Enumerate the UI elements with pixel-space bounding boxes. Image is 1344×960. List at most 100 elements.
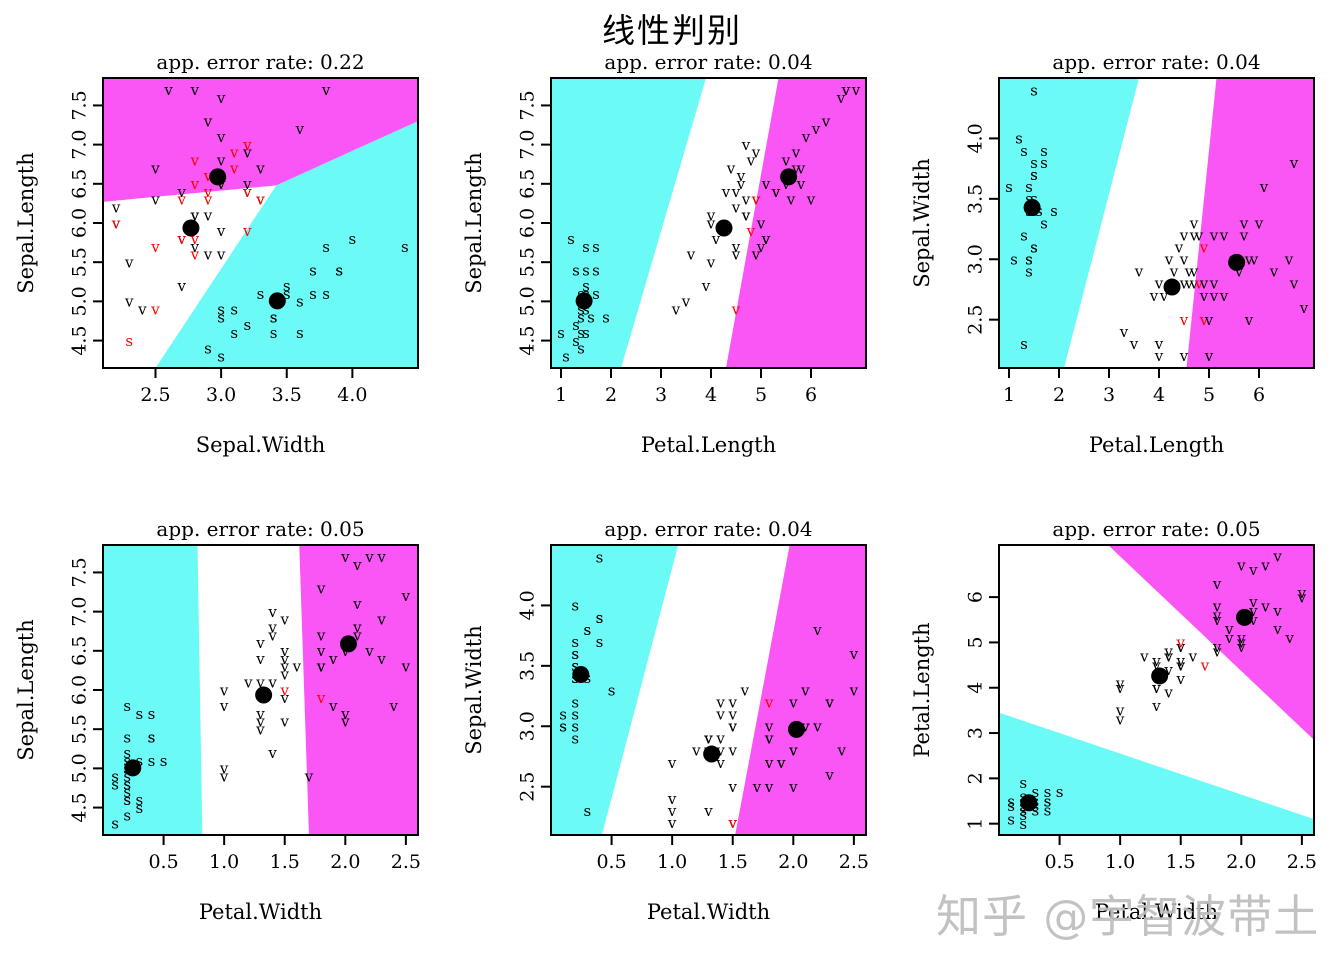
data-point-letter: v	[726, 159, 736, 177]
x-tick-label: 1.0	[209, 851, 239, 873]
plot-region: sssssssssssssssssssssssssvvvvvvvvvvvvvvv…	[999, 78, 1314, 368]
data-point-letter: v	[1179, 275, 1189, 293]
data-point-letter: v	[1115, 679, 1125, 697]
data-point-letter: s	[1020, 142, 1028, 160]
data-point-letter: v	[255, 720, 265, 738]
data-point-letter: s	[587, 308, 595, 326]
data-point-letter: v	[841, 81, 851, 99]
data-point-letter: v	[1239, 214, 1249, 232]
data-point-letter: v	[1179, 226, 1189, 244]
data-point-letter: v	[316, 642, 326, 660]
data-point-letter: v	[1209, 226, 1219, 244]
data-point-letter: v	[190, 152, 200, 170]
data-point-letter: v	[295, 120, 305, 138]
plot-box-border	[550, 77, 867, 369]
data-point-letter: v	[1163, 643, 1173, 661]
data-point-letter: v	[849, 681, 859, 699]
data-point-letter: v	[671, 300, 681, 318]
data-point-letter: v	[219, 681, 229, 699]
data-point-letter: s	[1020, 335, 1028, 353]
data-point-letter: v	[711, 230, 721, 248]
data-point-letter: v	[340, 713, 350, 731]
decision-region-magenta	[103, 78, 418, 202]
x-axis-label: Petal.Width	[1095, 900, 1218, 924]
data-point-letter: s	[582, 261, 590, 279]
data-point-letter: v	[292, 658, 302, 676]
plot-box-border	[550, 544, 867, 836]
data-point-letter: v	[727, 718, 737, 736]
data-point-letter: v	[786, 191, 796, 209]
data-point-letter: v	[216, 128, 226, 146]
data-point-letter: v	[788, 693, 798, 711]
data-point-letter: s	[1040, 214, 1048, 232]
data-point-letter: v	[242, 183, 252, 201]
data-point-letter: v	[776, 754, 786, 772]
data-point-letter: v	[1119, 323, 1129, 341]
data-point-letter: s	[257, 285, 265, 303]
data-point-letter: s	[230, 324, 238, 342]
data-point-letter: s	[559, 705, 567, 723]
data-point-letter: v	[242, 136, 252, 154]
data-point-letter: s	[1025, 251, 1033, 269]
data-point-letter: v	[751, 191, 761, 209]
x-tick-label: 2	[605, 384, 617, 406]
data-point-letter: v	[364, 548, 374, 566]
data-point-letter: v	[190, 81, 200, 99]
data-point-letter: s	[577, 340, 585, 358]
data-point-letter: s	[582, 324, 590, 342]
data-point-letter: s	[283, 285, 291, 303]
main-title: 线性判别	[602, 11, 742, 50]
y-tick-label: 6.5	[517, 169, 539, 199]
data-point-letter: v	[1115, 702, 1125, 720]
data-point-letter: v	[706, 206, 716, 224]
data-point-letter: s	[1030, 154, 1038, 172]
y-tick-label: 6.5	[69, 169, 91, 199]
data-point-letter: v	[801, 128, 811, 146]
y-tick-label: 3	[965, 727, 987, 739]
data-point-letter: v	[1184, 263, 1194, 281]
class-mean-dot	[715, 219, 733, 237]
data-point-letter: v	[177, 191, 187, 209]
data-point-letter: s	[577, 324, 585, 342]
data-point-letter: v	[741, 206, 751, 224]
data-point-letter: v	[703, 730, 713, 748]
data-point-letter: v	[352, 626, 362, 644]
data-point-letter: s	[296, 324, 304, 342]
x-tick-label: 1.5	[1166, 851, 1196, 873]
data-point-letter: v	[216, 246, 226, 264]
data-point-letter: v	[279, 650, 289, 668]
data-point-letter: v	[1289, 275, 1299, 293]
data-point-letter: v	[1236, 634, 1246, 652]
data-point-letter: v	[1239, 226, 1249, 244]
data-point-letter: s	[571, 597, 579, 615]
data-point-letter: v	[1175, 656, 1185, 674]
data-point-letter: v	[190, 238, 200, 256]
data-point-letter: v	[242, 175, 252, 193]
data-point-letter: v	[1169, 263, 1179, 281]
data-point-letter: v	[376, 650, 386, 668]
data-point-letter: v	[791, 159, 801, 177]
class-mean-dot	[255, 686, 273, 704]
data-point-letter: s	[135, 705, 143, 723]
y-tick-label: 6.0	[69, 208, 91, 238]
data-point-letter: v	[751, 191, 761, 209]
data-point-letter: v	[715, 705, 725, 723]
data-point-letter: s	[217, 308, 225, 326]
data-point-letter: s	[1040, 142, 1048, 160]
data-point-letter: s	[123, 791, 131, 809]
data-point-letter: v	[352, 595, 362, 613]
data-point-letter: v	[150, 238, 160, 256]
data-point-letter: v	[727, 814, 737, 832]
class-mean-dot	[1163, 278, 1181, 296]
data-point-letter: v	[177, 230, 187, 248]
data-point-letter: v	[1297, 584, 1307, 602]
data-point-letter: v	[791, 144, 801, 162]
data-point-letter: v	[1254, 214, 1264, 232]
data-point-letter: v	[376, 548, 386, 566]
data-point-letter: s	[1030, 166, 1038, 184]
data-point-letter: v	[1199, 238, 1209, 256]
data-point-letter: v	[1212, 575, 1222, 593]
data-point-letter: v	[321, 81, 331, 99]
data-point-letter: v	[1272, 620, 1282, 638]
data-point-letter: s	[571, 645, 579, 663]
